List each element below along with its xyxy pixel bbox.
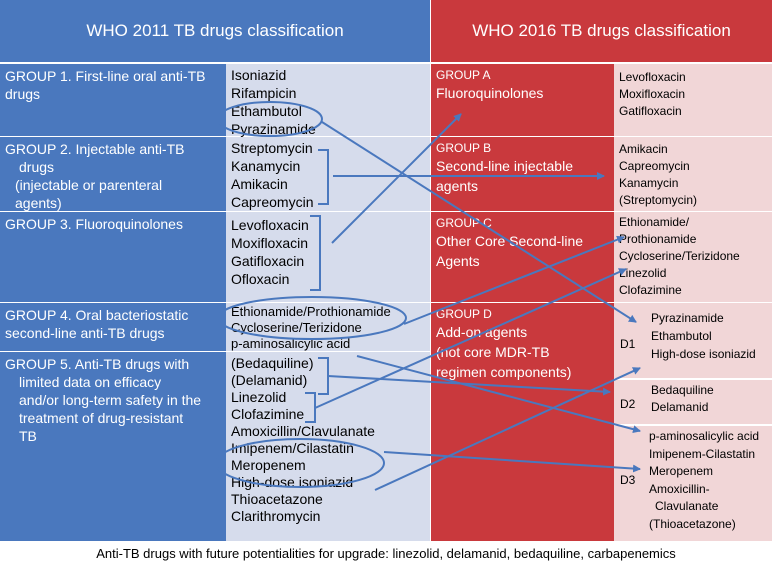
- who-2016-header: WHO 2016 TB drugs classification: [431, 0, 772, 62]
- group5-title: GROUP 5. Anti-TB drugs with limited data…: [0, 352, 226, 541]
- drug-clofazimine: Clofazimine: [231, 406, 305, 422]
- arrow-fluoroquinolones-to-groupA: [331, 113, 462, 244]
- drug-meropenem: Meropenem: [231, 457, 306, 473]
- group3-title: GROUP 3. Fluoroquinolones: [0, 212, 226, 302]
- drug-imipenem-cilastatin: Imipenem/Cilastatin: [231, 440, 354, 456]
- bracket-group3: [310, 215, 321, 291]
- d3-drug-list: p-aminosalicylic acid Imipenem-Cilastati…: [649, 429, 760, 531]
- subgroup-d2: D2 Bedaquiline Delamanid: [614, 380, 772, 424]
- drug-kanamycin: Kanamycin: [231, 158, 301, 174]
- group1-drug-list: Isoniazid Rifampicin Ethambutol Pyrazina…: [226, 64, 430, 137]
- groupB-drug-list: Amikacin Capreomycin Kanamycin (Streptom…: [614, 137, 772, 211]
- drug-moxifloxacin: Moxifloxacin: [231, 235, 309, 251]
- drug-ethionamide-prothionamide: Ethionamide/Prothionamide: [231, 304, 391, 319]
- drug-streptomycin: Streptomycin: [231, 140, 313, 156]
- arrow-carbapenems-to-d3: [383, 451, 641, 473]
- bracket-linezolid-clofazimine: [305, 392, 316, 423]
- drug-linezolid: Linezolid: [231, 389, 287, 405]
- groupB-title: GROUP B Second-line injectable agents: [431, 137, 614, 211]
- subgroup-d1: D1 Pyrazinamide Ethambutol High-dose iso…: [614, 303, 772, 378]
- group4-title: GROUP 4. Oral bacteriostatic second-line…: [0, 303, 226, 351]
- ellipse-ethambutol-pyrazinamide: [217, 101, 323, 137]
- groupC-drug-list: Ethionamide/ Prothionamide Cycloserine/T…: [614, 212, 772, 302]
- arrow-group1-to-d1: [321, 121, 637, 323]
- drug-clarithromycin: Clarithromycin: [231, 508, 321, 524]
- d1-drug-list: Pyrazinamide Ethambutol High-dose isonia…: [651, 311, 756, 361]
- drug-amoxicillin-clavulanate: Amoxicillin/Clavulanate: [231, 423, 375, 439]
- bracket-group2: [318, 149, 329, 205]
- arrow-pas-to-d3: [356, 355, 641, 434]
- drug-pyrazinamide: Pyrazinamide: [231, 121, 316, 137]
- group1-title: GROUP 1. First-line oral anti-TB drugs: [0, 64, 226, 136]
- arrow-bedaquiline-to-d2: [327, 375, 611, 396]
- arrow-linezolid-to-groupC: [314, 268, 627, 409]
- drug-cycloserine-terizidone: Cycloserine/Terizidone: [231, 320, 362, 335]
- arrow-group4-to-groupC: [403, 235, 625, 325]
- drug-ofloxacin: Ofloxacin: [231, 271, 290, 287]
- bracket-bedaquiline-delamanid: [318, 357, 329, 395]
- drug-bedaquiline: (Bedaquiline): [231, 355, 314, 371]
- group3-drug-list: Levofloxacin Moxifloxacin Gatifloxacin O…: [226, 212, 430, 302]
- drug-amikacin: Amikacin: [231, 176, 288, 192]
- drug-levofloxacin: Levofloxacin: [231, 217, 309, 233]
- figure-caption: Anti-TB drugs with future potentialities…: [96, 546, 676, 561]
- ellipse-carbapenems: [215, 438, 385, 488]
- who-2011-header: WHO 2011 TB drugs classification: [0, 0, 430, 62]
- d2-label: D2: [620, 397, 636, 411]
- arrow-high-dose-isoniazid-to-d1: [374, 367, 641, 491]
- group2-title: GROUP 2. Injectable anti-TB drugs (injec…: [0, 137, 226, 211]
- drug-delamanid: (Delamanid): [231, 372, 308, 388]
- drug-rifampicin: Rifampicin: [231, 85, 297, 101]
- drug-thioacetazone: Thioacetazone: [231, 491, 323, 507]
- drug-ethambutol: Ethambutol: [231, 103, 302, 119]
- d3-label: D3: [620, 473, 636, 487]
- groupA-title: GROUP A Fluoroquinolones: [431, 64, 614, 136]
- groupA-drug-list: Levofloxacin Moxifloxacin Gatifloxacin: [614, 64, 772, 136]
- ellipse-group4-drugs: [217, 296, 407, 340]
- subgroup-d3: D3 p-aminosalicylic acid Imipenem-Cilast…: [614, 426, 772, 541]
- drug-capreomycin: Capreomycin: [231, 194, 314, 210]
- d1-label: D1: [620, 337, 636, 351]
- drug-isoniazid: Isoniazid: [231, 67, 287, 83]
- drug-gatifloxacin: Gatifloxacin: [231, 253, 305, 269]
- d2-drug-list: Bedaquiline Delamanid: [651, 383, 714, 414]
